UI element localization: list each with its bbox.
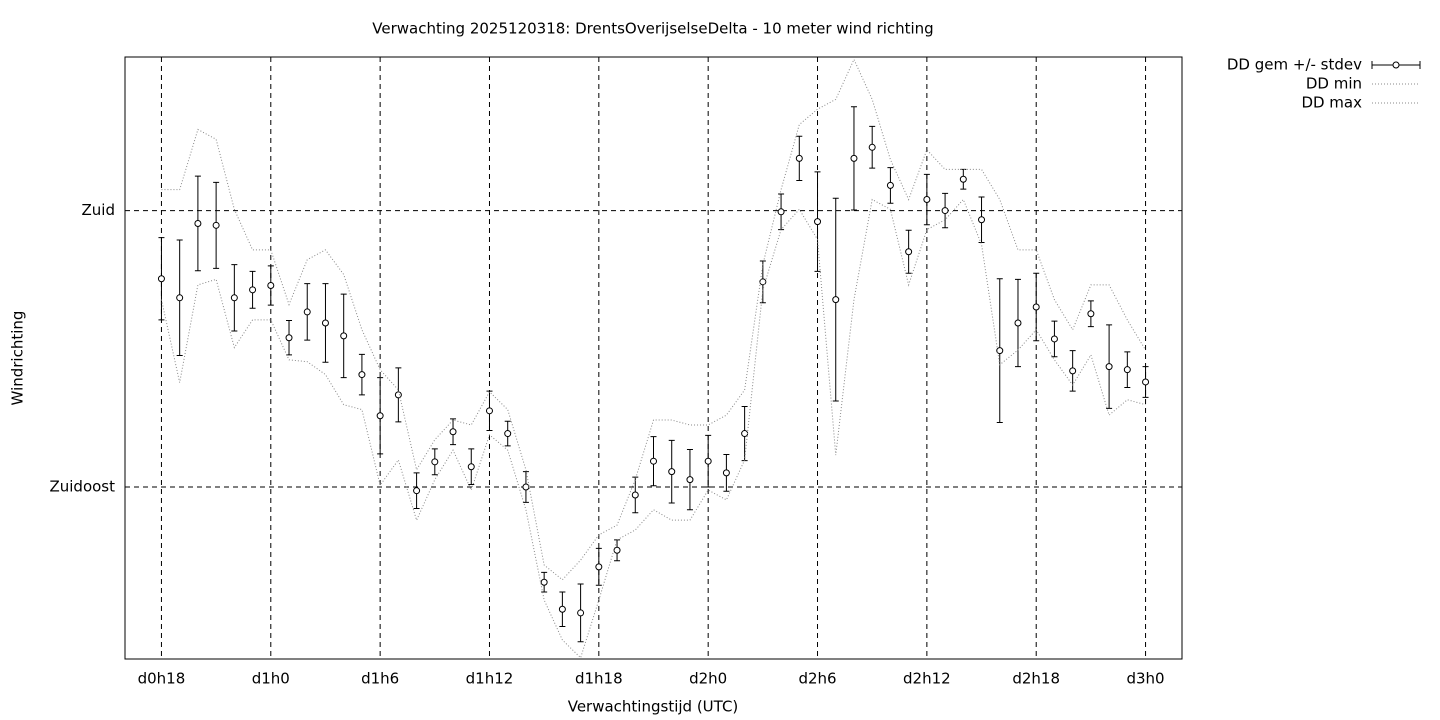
data-point: [303, 308, 311, 316]
x-tick-label: d1h18: [575, 670, 623, 688]
data-point: [631, 491, 639, 499]
data-point: [795, 154, 803, 162]
data-point: [522, 483, 530, 491]
data-point: [759, 278, 767, 286]
min-max-line: [161, 58, 1146, 581]
x-tick-label: d0h18: [138, 670, 186, 688]
data-point: [978, 216, 986, 224]
data-point: [485, 407, 493, 415]
data-point: [1069, 367, 1077, 375]
data-point: [285, 334, 293, 342]
data-point: [959, 175, 967, 183]
data-point: [1014, 319, 1022, 327]
data-point: [431, 458, 439, 466]
x-axis-label: Verwachtingstijd (UTC): [568, 698, 739, 716]
legend-label: DD min: [1306, 75, 1362, 93]
data-point: [1087, 310, 1095, 318]
plot-frame: [124, 56, 1183, 660]
y-tick-label: Zuidoost: [49, 478, 115, 496]
legend-marker: [1392, 61, 1400, 69]
legend-label: DD gem +/- stdev: [1227, 56, 1362, 74]
data-point: [686, 476, 694, 484]
x-tick-label: d1h0: [252, 670, 290, 688]
data-point: [249, 286, 257, 294]
data-point: [668, 468, 676, 476]
data-point: [394, 391, 402, 399]
data-point: [267, 282, 275, 290]
data-point: [941, 207, 949, 215]
data-point: [850, 154, 858, 162]
data-point: [376, 412, 384, 420]
data-point: [157, 275, 165, 283]
x-tick-label: d2h18: [1012, 670, 1060, 688]
data-point: [504, 430, 512, 438]
data-point: [722, 469, 730, 477]
data-point: [1105, 363, 1113, 371]
data-point: [230, 294, 238, 302]
data-point: [1123, 366, 1131, 374]
data-point: [467, 463, 475, 471]
data-point: [868, 143, 876, 151]
data-point: [449, 428, 457, 436]
y-tick-label: Zuid: [82, 201, 115, 219]
data-point: [905, 248, 913, 256]
data-point: [704, 457, 712, 465]
x-tick-label: d3h0: [1126, 670, 1164, 688]
data-point: [1050, 335, 1058, 343]
data-point: [1032, 303, 1040, 311]
data-point: [595, 563, 603, 571]
chart-title: Verwachting 2025120318: DrentsOverijsels…: [372, 20, 933, 38]
data-point: [650, 457, 657, 465]
data-point: [832, 296, 840, 304]
x-tick-label: d1h12: [466, 670, 514, 688]
data-point: [558, 605, 566, 613]
data-point: [996, 347, 1004, 355]
data-point: [1142, 378, 1150, 386]
data-point: [321, 319, 329, 327]
data-point: [540, 578, 548, 586]
data-point: [176, 294, 184, 302]
x-tick-label: d2h0: [689, 670, 727, 688]
data-point: [814, 218, 822, 226]
data-point: [923, 196, 931, 204]
data-point: [777, 208, 785, 216]
data-point: [212, 221, 220, 229]
data-point: [413, 487, 421, 495]
data-point: [194, 219, 202, 227]
x-tick-label: d1h6: [361, 670, 399, 688]
data-point: [340, 332, 348, 340]
data-point: [358, 371, 366, 379]
x-tick-label: d2h12: [903, 670, 951, 688]
data-point: [741, 430, 749, 438]
x-tick-label: d2h6: [798, 670, 836, 688]
legend-label: DD max: [1301, 94, 1362, 112]
y-axis-label: Windrichting: [9, 311, 27, 406]
data-point: [886, 181, 894, 189]
data-point: [577, 609, 585, 617]
